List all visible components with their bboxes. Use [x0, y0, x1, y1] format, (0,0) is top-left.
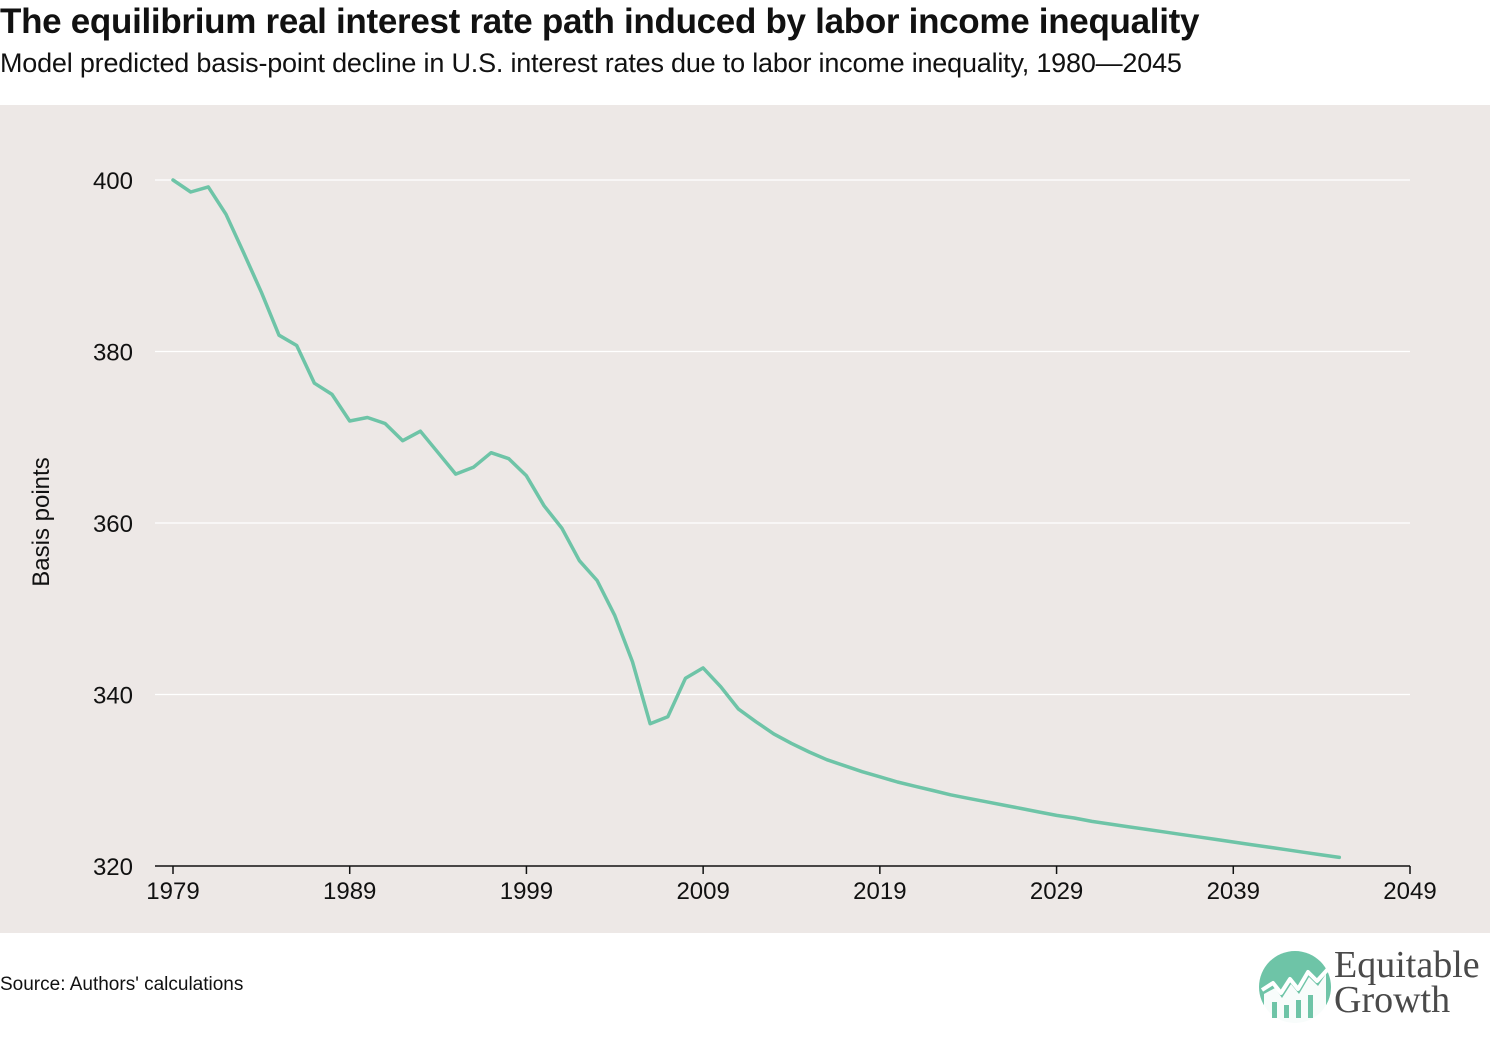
logo-text-line1: Equitable: [1334, 944, 1480, 986]
y-tick-label-340: 340: [93, 683, 133, 710]
x-tick-label-1989: 1989: [323, 878, 376, 905]
series-layer: [171, 178, 1342, 860]
x-tick-label-2049: 2049: [1383, 878, 1436, 905]
x-tick-label-2019: 2019: [853, 878, 906, 905]
series-line-0: [171, 178, 1342, 860]
x-axis: [155, 865, 1411, 874]
tick-labels: 320 340 360 380 400 1979 1989 1999 2009 2019 2029 2…: [93, 168, 1437, 905]
line-chart: 320 340 360 380 400 1979 1989 1999 2009 2019 2029 2…: [28, 168, 1437, 905]
x-tick-label-2029: 2029: [1030, 878, 1083, 905]
y-tick-label-320: 320: [93, 854, 133, 881]
y-tick-label-380: 380: [93, 340, 133, 367]
y-axis-label: Basis points: [28, 457, 55, 586]
growth-chart-icon: [1259, 951, 1331, 1024]
x-tick-label-1999: 1999: [500, 878, 553, 905]
x-tick-label-1979: 1979: [146, 878, 199, 905]
y-tick-label-400: 400: [93, 168, 133, 195]
plot-panel: 320 340 360 380 400 1979 1989 1999 2009 2019 2029 2…: [0, 105, 1490, 933]
gridlines: [155, 179, 1410, 696]
y-tick-label-360: 360: [93, 511, 133, 538]
equitable-growth-logo: Equitable Growth: [1258, 944, 1484, 1026]
logo-text-line2: Growth: [1334, 979, 1451, 1021]
source-note: Source: Authors' calculations: [0, 974, 244, 995]
chart-title: The equilibrium real interest rate path …: [0, 2, 1200, 41]
x-tick-label-2009: 2009: [676, 878, 729, 905]
logo-wordmark: Equitable Growth: [1334, 944, 1480, 1021]
x-tick-label-2039: 2039: [1207, 878, 1260, 905]
chart-subtitle: Model predicted basis-point decline in U…: [0, 48, 1182, 78]
